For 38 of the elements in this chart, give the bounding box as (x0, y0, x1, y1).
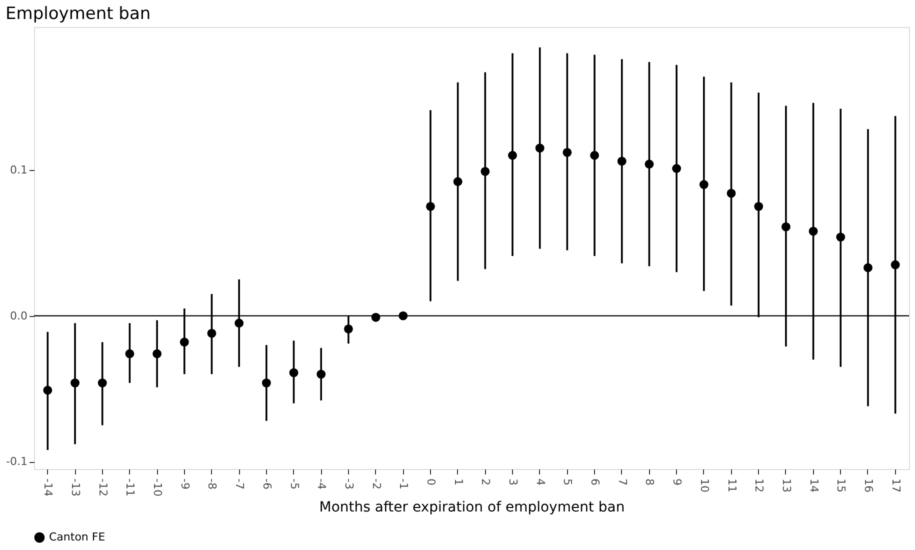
x-tick-label: 15 (834, 478, 848, 492)
x-tick-label: 1 (452, 478, 465, 486)
chart-title: Employment ban (6, 4, 151, 24)
x-tick-label: -4 (315, 478, 328, 490)
x-tick-label: 6 (588, 478, 602, 486)
x-tick-label: 4 (534, 478, 547, 486)
y-tick-label: 0.0 (10, 309, 28, 322)
x-tick-label: -7 (233, 478, 246, 490)
x-tick-label: 3 (506, 478, 520, 486)
x-tick-label: -8 (206, 478, 219, 490)
x-tick-label: -10 (151, 478, 164, 496)
x-tick-label: 7 (616, 478, 629, 486)
x-tick-label: -14 (42, 478, 55, 496)
x-tick-label: 10 (698, 478, 711, 492)
x-tick-label: 0 (424, 478, 438, 486)
x-tick-label: -3 (342, 478, 356, 490)
x-tick-label: 12 (752, 478, 766, 492)
x-tick-label: 8 (643, 478, 656, 486)
y-tick-label: -0.1 (6, 455, 28, 468)
x-tick-label: -11 (124, 478, 137, 496)
x-tick-label: -12 (96, 478, 110, 496)
x-tick-label: -13 (69, 478, 82, 496)
x-axis-title: Months after expiration of employment ban (319, 499, 625, 516)
x-tick-label: -2 (370, 478, 383, 490)
x-tick-label: 17 (889, 478, 902, 492)
x-tick-label: 5 (561, 478, 574, 486)
legend-label: Canton FE (49, 530, 106, 544)
x-tick-label: -1 (397, 478, 410, 490)
x-tick-label: -5 (288, 478, 301, 490)
x-tick-label: 14 (807, 478, 820, 492)
x-tick-label: -6 (260, 478, 274, 490)
x-tick-label: 2 (479, 478, 492, 486)
x-tick-label: 11 (725, 478, 738, 492)
x-tick-label: 9 (670, 478, 684, 486)
x-tick-label: 13 (780, 478, 793, 492)
x-tick-label: 16 (862, 478, 875, 492)
x-tick-label: -9 (178, 478, 192, 490)
y-tick-label: 0.1 (10, 163, 28, 176)
